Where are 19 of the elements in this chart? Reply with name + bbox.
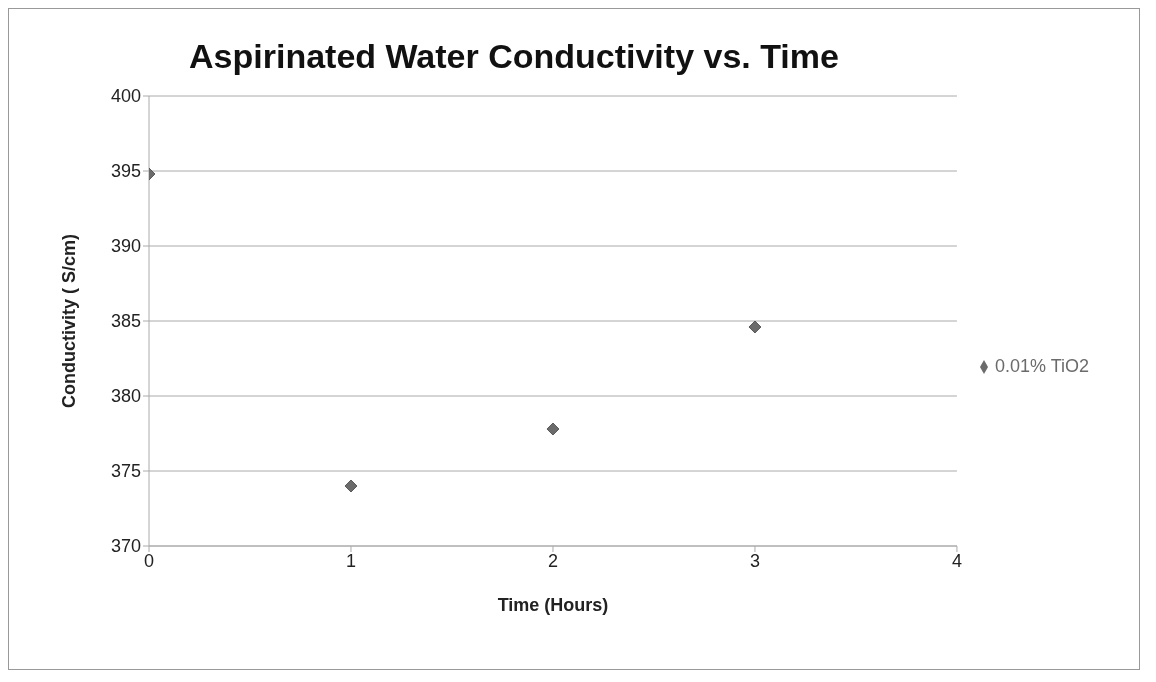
legend-label: 0.01% TiO2	[994, 355, 1089, 376]
x-tick-label: 3	[749, 550, 760, 571]
y-tick-label: 380	[110, 386, 141, 407]
chart-title: Aspirinated Water Conductivity vs. Time	[188, 37, 840, 76]
x-tick-label: 1	[345, 550, 356, 571]
y-tick-label: 390	[110, 236, 141, 257]
x-tick-label: 0	[143, 550, 155, 571]
x-axis-title: Time (Hours)	[497, 595, 609, 615]
point	[748, 320, 762, 334]
y-axis-title: Conductivity ( S/cm)	[59, 233, 80, 409]
y-tick-label: 400	[110, 86, 141, 107]
point	[546, 422, 560, 436]
point	[344, 479, 358, 493]
x-tick-label: 4	[951, 550, 962, 571]
y-tick-label: 395	[110, 161, 141, 182]
x-tick-label: 2	[547, 550, 558, 571]
y-tick-label: 370	[110, 536, 141, 557]
y-tick-label: 385	[110, 311, 141, 332]
y-tick-label: 375	[110, 461, 141, 482]
